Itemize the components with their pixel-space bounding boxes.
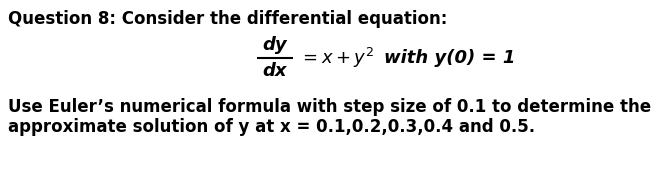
Text: dy: dy	[263, 36, 287, 54]
Text: $= x + y^2$: $= x + y^2$	[299, 46, 376, 70]
Text: dx: dx	[263, 62, 287, 80]
Text: Use Euler’s numerical formula with step size of 0.1 to determine the: Use Euler’s numerical formula with step …	[8, 98, 651, 116]
Text: Question 8: Consider the differential equation:: Question 8: Consider the differential eq…	[8, 10, 448, 28]
Text: approximate solution of y at x = 0.1,0.2,0.3,0.4 and 0.5.: approximate solution of y at x = 0.1,0.2…	[8, 118, 535, 136]
Text: with y(0) = 1: with y(0) = 1	[384, 49, 516, 67]
